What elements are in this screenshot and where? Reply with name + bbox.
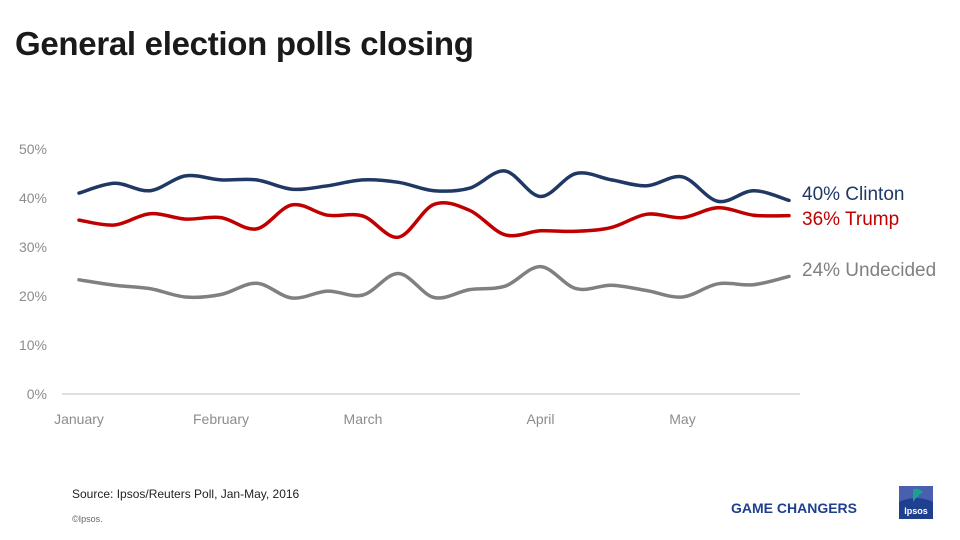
data-point-trump — [397, 236, 400, 238]
data-point-undecided — [575, 287, 577, 290]
data-point-clinton — [184, 175, 187, 177]
x-tick-label: May — [669, 411, 695, 427]
data-point-clinton — [752, 189, 755, 192]
data-point-undecided — [646, 289, 648, 292]
data-point-undecided — [291, 297, 293, 299]
game-changers-tagline: GAME CHANGERS — [731, 500, 858, 516]
data-point-clinton — [504, 170, 506, 172]
data-point-clinton — [539, 195, 542, 198]
data-point-undecided — [504, 285, 506, 288]
series-line-undecided — [77, 264, 791, 300]
series-line-trump — [77, 200, 791, 239]
data-point-trump — [184, 218, 187, 220]
data-point-clinton — [575, 172, 577, 175]
data-point-clinton — [433, 189, 435, 192]
data-point-trump — [539, 230, 542, 232]
data-point-clinton — [326, 185, 329, 187]
data-point-clinton — [610, 179, 613, 181]
data-point-trump — [752, 214, 755, 216]
data-point-trump — [468, 209, 471, 212]
data-point-undecided — [788, 275, 790, 278]
y-tick-label: 40% — [19, 190, 47, 206]
y-tick-label: 20% — [19, 288, 47, 304]
chart-title: General election polls closing — [15, 25, 474, 62]
data-point-clinton — [397, 181, 400, 184]
data-point-trump — [220, 216, 222, 219]
x-tick-label: April — [526, 411, 554, 427]
data-point-trump — [504, 234, 506, 236]
x-tick-label: January — [54, 411, 104, 427]
data-point-clinton — [788, 199, 790, 202]
data-point-undecided — [397, 272, 400, 275]
y-tick-label: 30% — [19, 239, 47, 255]
data-point-clinton — [220, 179, 222, 181]
data-point-trump — [255, 228, 258, 230]
data-point-undecided — [752, 283, 755, 286]
data-point-trump — [78, 219, 80, 221]
data-point-undecided — [149, 287, 151, 290]
data-point-undecided — [255, 282, 258, 285]
data-point-trump — [788, 214, 790, 217]
y-tick-label: 0% — [27, 386, 47, 402]
data-point-undecided — [113, 284, 116, 287]
data-point-undecided — [433, 296, 435, 299]
ipsos-logo: Ipsos — [899, 486, 933, 519]
series-label-trump: 36% Trump — [802, 209, 899, 230]
data-point-clinton — [681, 176, 684, 178]
data-point-clinton — [291, 188, 293, 190]
data-point-clinton — [717, 200, 719, 203]
data-point-trump — [646, 213, 648, 215]
x-tick-label: February — [193, 411, 249, 427]
data-point-clinton — [78, 192, 80, 194]
data-point-trump — [681, 216, 684, 219]
data-point-trump — [362, 215, 364, 217]
data-point-undecided — [326, 290, 329, 292]
data-point-trump — [326, 214, 329, 216]
data-point-undecided — [717, 283, 719, 285]
data-point-trump — [149, 212, 151, 215]
series-label-clinton: 40% Clinton — [802, 184, 904, 205]
data-point-clinton — [149, 189, 151, 192]
data-point-clinton — [468, 187, 471, 189]
data-point-clinton — [113, 182, 116, 185]
ipsos-logo-text: Ipsos — [904, 506, 928, 516]
data-point-trump — [575, 230, 577, 233]
copyright-note: ©Ipsos. — [72, 514, 103, 524]
data-point-undecided — [184, 296, 187, 298]
data-point-undecided — [78, 279, 80, 281]
data-point-undecided — [468, 288, 471, 291]
ipsos-logo-icon — [899, 486, 933, 519]
data-point-trump — [291, 204, 293, 206]
data-point-clinton — [646, 185, 648, 187]
data-point-clinton — [255, 179, 258, 181]
data-point-clinton — [362, 179, 364, 181]
data-point-undecided — [220, 293, 222, 296]
source-note: Source: Ipsos/Reuters Poll, Jan-May, 201… — [72, 487, 300, 501]
data-point-trump — [113, 224, 116, 226]
data-point-undecided — [362, 294, 364, 296]
data-point-trump — [610, 226, 613, 229]
x-tick-label: March — [344, 411, 383, 427]
y-tick-label: 10% — [19, 337, 47, 353]
data-point-trump — [433, 203, 435, 206]
data-point-undecided — [610, 284, 613, 287]
y-tick-label: 50% — [19, 141, 47, 157]
series-label-undecided: 24% Undecided — [802, 260, 936, 281]
data-point-undecided — [539, 265, 542, 268]
data-point-trump — [717, 207, 719, 209]
data-point-undecided — [681, 296, 684, 298]
